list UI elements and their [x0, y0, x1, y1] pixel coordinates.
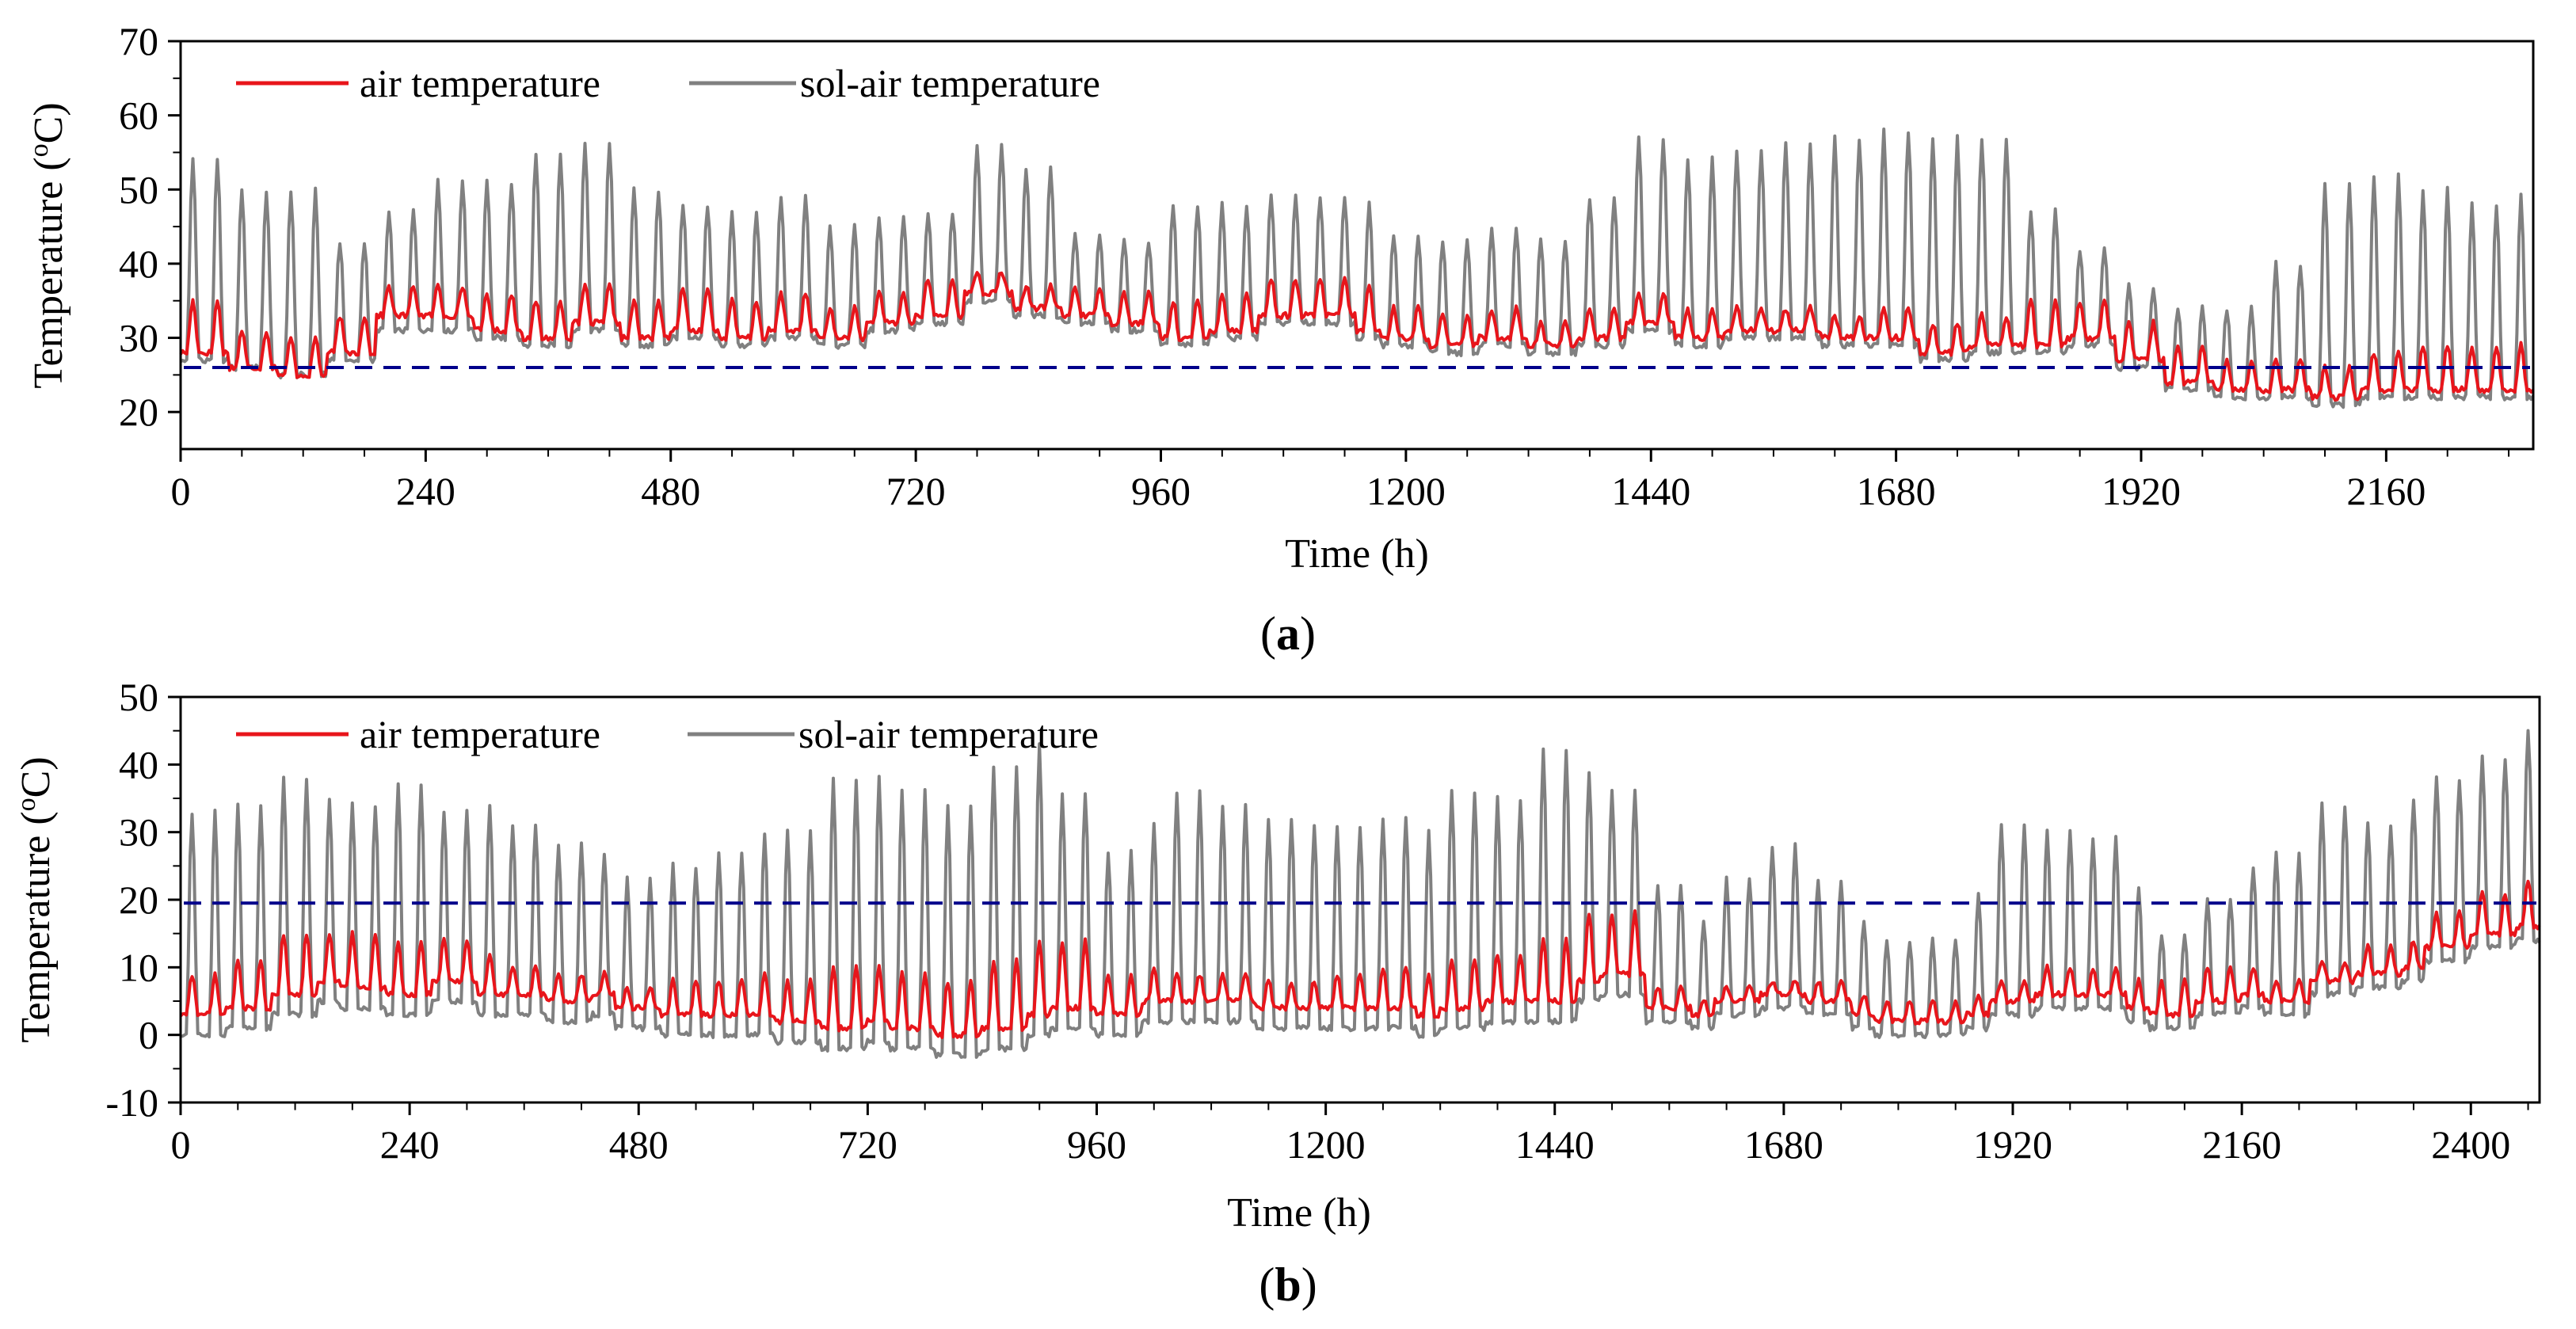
plot-frame — [179, 695, 2541, 1104]
y-tick-label: -10 — [105, 1080, 158, 1125]
y-tick-label: 50 — [119, 675, 158, 719]
x-tick-label: 1440 — [1611, 469, 1690, 513]
series-line-air-temperature — [179, 879, 2541, 1039]
y-tick-label: 0 — [139, 1013, 158, 1057]
y-tick-label: 70 — [119, 19, 158, 63]
x-tick-label: 2160 — [2202, 1122, 2281, 1167]
y-tick-label: 10 — [119, 945, 158, 989]
y-axis-title: Temperature (oC) — [12, 756, 59, 1042]
y-tick-label: 60 — [119, 93, 158, 138]
x-tick-label: 0 — [171, 1122, 191, 1167]
x-tick-label: 1200 — [1366, 469, 1446, 513]
chart-panel-b: 0 240 480 720 960 1200 1440 1680 1920 2160 2400 -10… — [12, 675, 2541, 1311]
y-axis-title: Temperature (oC) — [25, 102, 72, 388]
panel-label-a: (a) — [1260, 607, 1316, 660]
x-tick-label: 720 — [886, 469, 946, 513]
x-axis-title: Time (h) — [1227, 1190, 1371, 1236]
series-line-sol-air-temperature — [181, 729, 2541, 1059]
legend: air temperature sol-air temperature — [236, 712, 1099, 756]
plot-frame — [179, 40, 2535, 451]
x-tick-label: 240 — [380, 1122, 440, 1167]
x-tick-label: 480 — [641, 469, 700, 513]
legend-label-air-temperature: air temperature — [360, 61, 600, 105]
legend-label-sol-air-temperature: sol-air temperature — [798, 712, 1099, 756]
axis-ticks: 0 240 480 720 960 1200 1440 1680 1920 2160 20 30 40 5… — [119, 19, 2510, 513]
x-tick-label: 2160 — [2346, 469, 2425, 513]
panel-label-b: (b) — [1259, 1259, 1317, 1311]
x-tick-label: 1200 — [1286, 1122, 1366, 1167]
x-axis-title: Time (h) — [1285, 531, 1429, 577]
x-tick-label: 960 — [1067, 1122, 1126, 1167]
x-tick-label: 240 — [396, 469, 455, 513]
y-tick-label: 20 — [119, 390, 158, 434]
axis-ticks: 0 240 480 720 960 1200 1440 1680 1920 2160 2400 -10… — [105, 675, 2529, 1167]
chart-panel-a: 0 240 480 720 960 1200 1440 1680 1920 2160 20 30 40 5… — [25, 19, 2535, 660]
y-tick-label: 20 — [119, 878, 158, 922]
legend-label-air-temperature: air temperature — [360, 712, 600, 756]
y-tick-label: 50 — [119, 167, 158, 211]
y-tick-label: 30 — [119, 810, 158, 855]
series-layer — [179, 729, 2541, 1059]
x-tick-label: 1920 — [1973, 1122, 2052, 1167]
y-tick-label: 40 — [119, 242, 158, 286]
x-tick-label: 480 — [609, 1122, 669, 1167]
x-tick-label: 720 — [838, 1122, 897, 1167]
x-tick-label: 0 — [171, 469, 191, 513]
series-line-air-temperature — [179, 271, 2535, 402]
legend-label-sol-air-temperature: sol-air temperature — [800, 61, 1100, 105]
y-tick-label: 40 — [119, 742, 158, 786]
x-tick-label: 1440 — [1515, 1122, 1595, 1167]
series-layer — [179, 128, 2535, 409]
legend: air temperature sol-air temperature — [236, 61, 1100, 105]
x-tick-label: 1680 — [1744, 1122, 1823, 1167]
x-tick-label: 1920 — [2102, 469, 2181, 513]
x-tick-label: 960 — [1131, 469, 1191, 513]
x-tick-label: 2400 — [2431, 1122, 2510, 1167]
y-tick-label: 30 — [119, 316, 158, 360]
x-tick-label: 1680 — [1857, 469, 1936, 513]
